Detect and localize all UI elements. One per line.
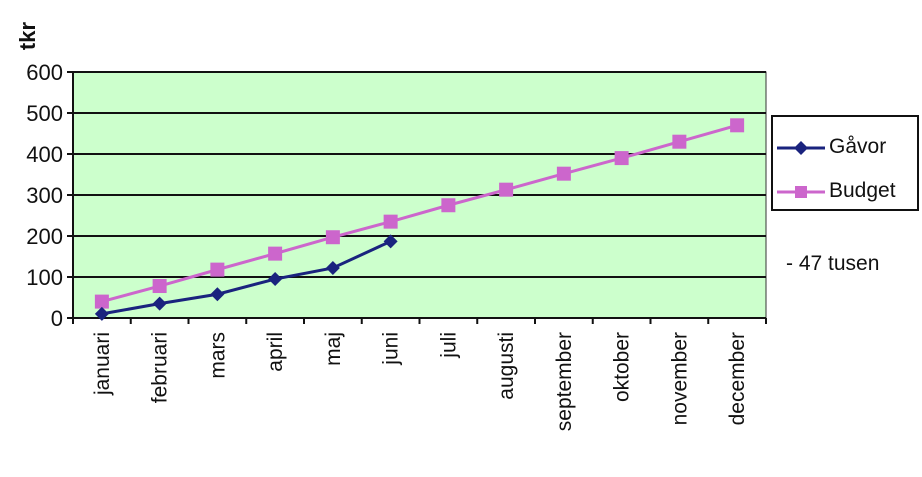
legend-marker-budget — [777, 186, 825, 198]
legend-label-budget: Budget — [829, 179, 896, 202]
series-layer — [94, 118, 745, 321]
legend-item-budget: Budget — [773, 177, 917, 207]
data-point — [730, 118, 745, 133]
data-point — [383, 214, 398, 229]
x-tick-label: augusti — [495, 332, 518, 400]
legend: Gåvor Budget — [771, 115, 919, 211]
x-tick-label: september — [553, 332, 576, 431]
x-tick-label: juni — [380, 332, 403, 366]
y-tick-label: 100 — [26, 265, 63, 290]
series-line — [101, 239, 392, 316]
data-point — [672, 134, 687, 149]
data-point — [499, 182, 514, 197]
x-tick-label: oktober — [611, 332, 634, 402]
y-tick-label: 0 — [51, 306, 63, 331]
x-tick-label: november — [668, 332, 691, 425]
data-point — [325, 230, 340, 245]
data-point — [268, 272, 283, 287]
difference-note: - 47 tusen — [786, 252, 880, 275]
data-point — [556, 166, 571, 181]
data-point — [268, 246, 283, 261]
data-point — [210, 262, 225, 277]
series-line — [101, 123, 738, 304]
legend-label-gavor: Gåvor — [829, 135, 887, 158]
y-axis-title: tkr — [15, 22, 40, 51]
data-point — [325, 260, 340, 275]
x-tick-label: april — [264, 332, 287, 372]
x-tick-label: december — [726, 332, 749, 425]
data-point — [614, 151, 629, 166]
data-point — [210, 287, 225, 302]
y-tick-label: 200 — [26, 224, 63, 249]
axes — [72, 72, 767, 324]
x-tick-label: juli — [437, 332, 460, 359]
data-point — [441, 198, 456, 213]
data-point — [94, 294, 109, 309]
data-point — [383, 234, 398, 249]
data-point — [152, 296, 167, 311]
x-tick-label: januari — [91, 332, 114, 396]
x-tick-label: februari — [149, 332, 172, 403]
y-tick-label: 500 — [26, 101, 63, 126]
y-tick-label: 600 — [26, 60, 63, 85]
x-tick-label: mars — [206, 332, 229, 379]
x-tick-labels: januari februari mars april maj juni juli augus… — [91, 332, 749, 431]
y-tick-label: 300 — [26, 183, 63, 208]
y-tick-labels: 0 100 200 300 400 500 600 — [26, 60, 63, 331]
y-tick-label: 400 — [26, 142, 63, 167]
data-point — [152, 279, 167, 294]
legend-item-gavor: Gåvor — [773, 133, 917, 163]
legend-marker-gavor — [777, 141, 825, 155]
data-point — [94, 306, 109, 321]
x-tick-label: maj — [322, 332, 345, 366]
